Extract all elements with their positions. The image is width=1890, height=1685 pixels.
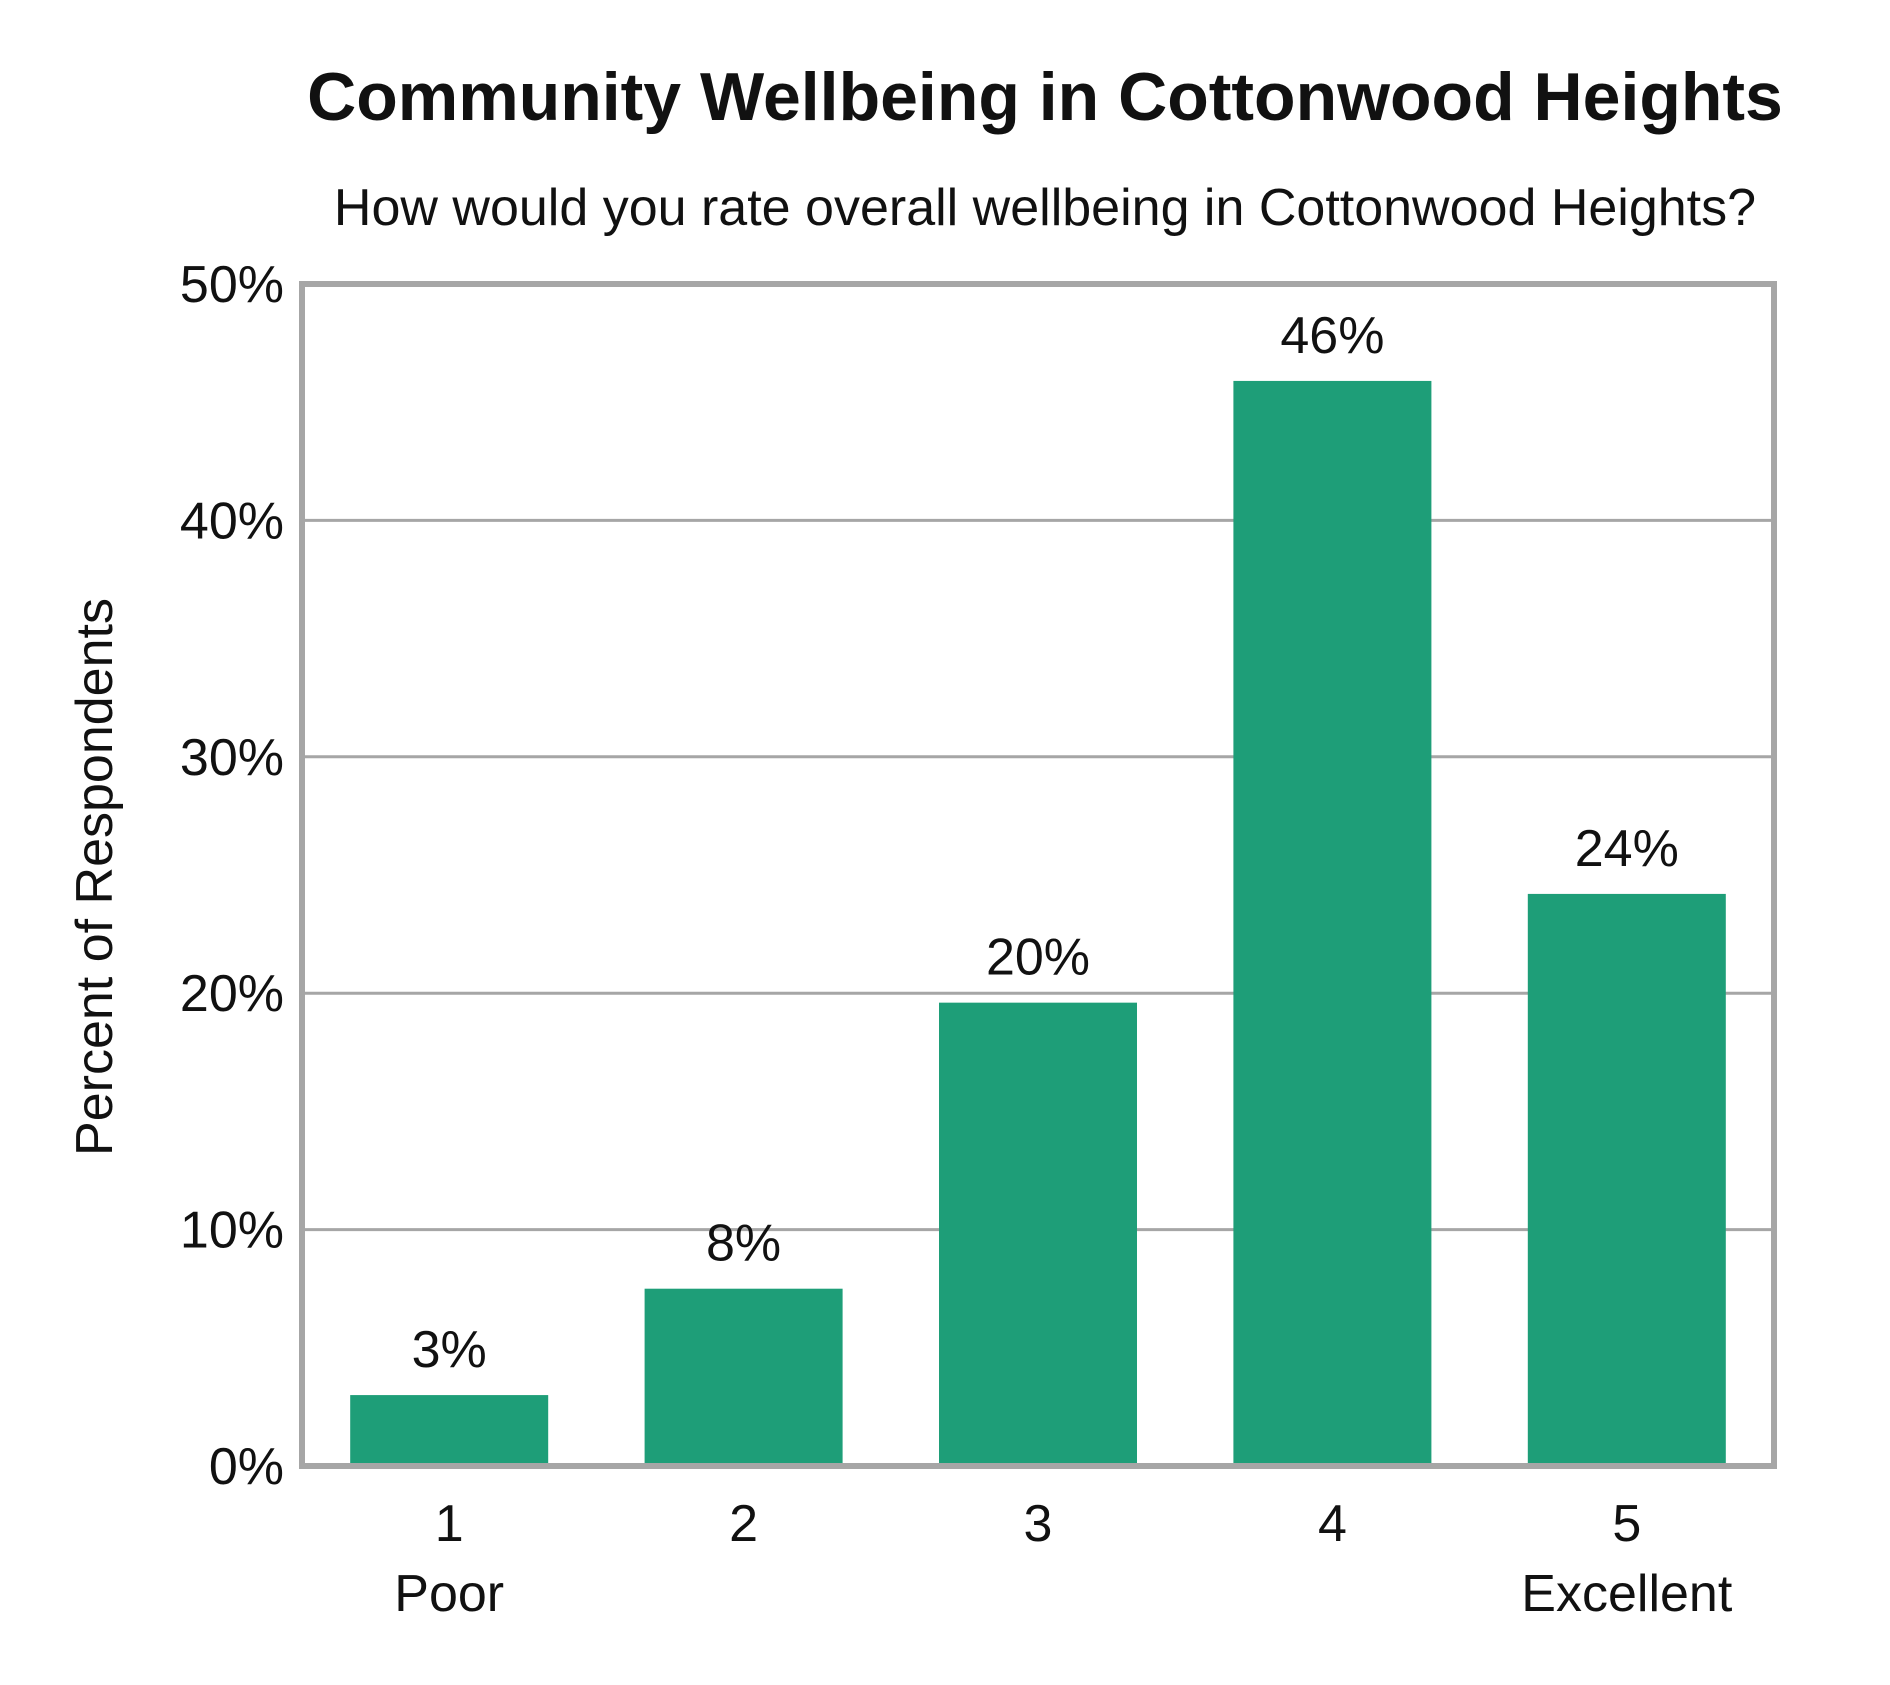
x-tick-sublabel: Excellent: [1521, 1565, 1733, 1623]
y-tick-label: 0%: [209, 1438, 284, 1496]
x-axis-ticks: 1 Poor 2 3 4 5 Excellent: [394, 1495, 1733, 1623]
data-label: 20%: [986, 929, 1090, 987]
plot-border: [299, 281, 1777, 1469]
x-tick-label: 3: [1024, 1495, 1053, 1553]
y-axis-ticks: 0% 10% 20% 30% 40% 50%: [180, 256, 284, 1496]
y-tick-label: 40%: [180, 492, 284, 550]
chart-subtitle: How would you rate overall wellbeing in …: [334, 179, 1756, 237]
x-tick-label: 1: [435, 1495, 464, 1553]
y-tick-label: 10%: [180, 1202, 284, 1260]
x-tick-label: 5: [1612, 1495, 1641, 1553]
data-label: 3%: [412, 1321, 487, 1379]
data-labels: 3% 8% 20% 46% 24%: [412, 307, 1679, 1379]
plot-frame: [299, 281, 1777, 1469]
chart-title: Community Wellbeing in Cottonwood Height…: [307, 59, 1783, 135]
data-label: 46%: [1280, 307, 1384, 365]
data-label: 24%: [1575, 820, 1679, 878]
y-tick-label: 20%: [180, 965, 284, 1023]
y-tick-label: 50%: [180, 256, 284, 314]
data-label: 8%: [706, 1215, 781, 1273]
bar: [939, 1002, 1137, 1466]
x-tick-sublabel: Poor: [394, 1565, 504, 1623]
bar: [1233, 380, 1432, 1466]
bar: [644, 1288, 843, 1466]
x-tick-label: 4: [1318, 1495, 1347, 1553]
y-tick-label: 30%: [180, 729, 284, 787]
y-axis-label: Percent of Respondents: [66, 598, 124, 1156]
bars: [350, 380, 1726, 1466]
x-tick-label: 2: [729, 1495, 758, 1553]
bar: [1527, 893, 1726, 1466]
bar: [350, 1395, 549, 1466]
